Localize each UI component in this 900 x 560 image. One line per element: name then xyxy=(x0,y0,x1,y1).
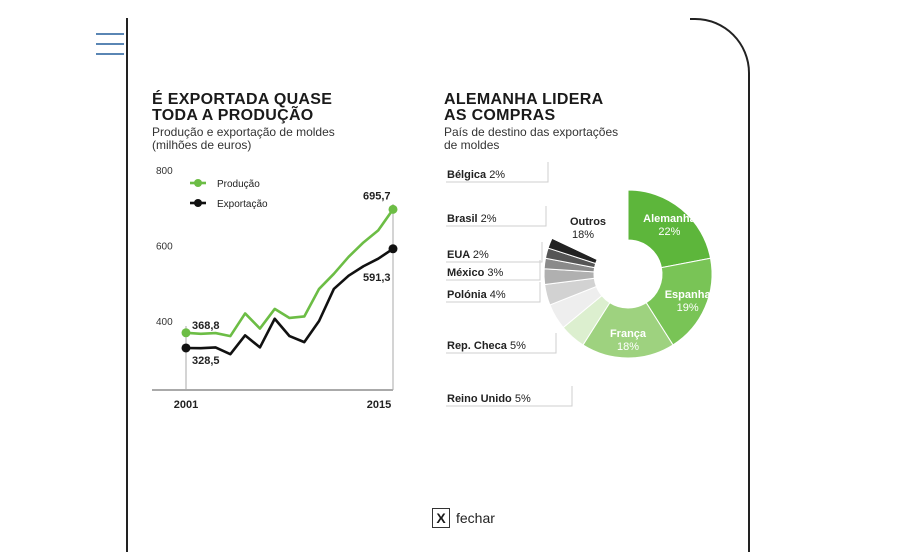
data-point-start xyxy=(181,343,191,353)
series-line-producao xyxy=(185,208,395,338)
left-chart-subtitle-line1: Produção e exportação de moldes xyxy=(152,125,335,139)
right-chart-subtitle: País de destino das exportações de molde… xyxy=(444,126,618,152)
data-label: 695,7 xyxy=(363,190,391,202)
slice-value-label: 18% xyxy=(572,229,594,241)
callout-country: Reino Unido xyxy=(447,393,515,405)
right-chart-subtitle-line1: País de destino das exportações xyxy=(444,125,619,139)
slice-label: França xyxy=(610,328,647,340)
data-point-start xyxy=(181,328,191,338)
callout-label-brasil: Brasil 2% xyxy=(447,213,497,225)
close-button[interactable]: X fechar xyxy=(432,508,495,528)
callout-value: 2% xyxy=(473,249,489,261)
frame-left-border xyxy=(126,18,128,552)
callout-label-belgica: Bélgica 2% xyxy=(447,169,505,181)
callout-country: México xyxy=(447,267,487,279)
slice-label: Espanha xyxy=(665,289,712,301)
left-chart-subtitle-line2: (milhões de euros) xyxy=(152,138,252,152)
left-chart-title-line2: TODA A PRODUÇÃO xyxy=(152,107,314,124)
callout-label-polonia: Polónia 4% xyxy=(447,289,506,301)
callout-country: Brasil xyxy=(447,213,481,225)
slice-value-label: 18% xyxy=(617,341,639,353)
data-point-end xyxy=(388,244,398,254)
callout-line xyxy=(446,386,573,407)
data-point-end xyxy=(388,204,398,214)
close-icon[interactable]: X xyxy=(432,508,450,528)
callout-country: Rep. Checa xyxy=(447,340,510,352)
legend-swatch-dot xyxy=(194,179,202,187)
left-chart-title: É EXPORTADA QUASE TODA A PRODUÇÃO xyxy=(152,92,332,124)
callout-label-mexico: México 3% xyxy=(447,267,503,279)
pie-slice-franca xyxy=(582,302,674,359)
callout-value: 5% xyxy=(510,340,526,352)
x-tick-label: 2015 xyxy=(367,399,391,411)
left-chart-subtitle: Produção e exportação de moldes (milhões… xyxy=(152,126,335,152)
legend-label: Exportação xyxy=(217,199,268,210)
callout-country: Bélgica xyxy=(447,169,489,181)
callout-line xyxy=(446,333,557,354)
callout-country: EUA xyxy=(447,249,473,261)
callout-value: 2% xyxy=(481,213,497,225)
callout-line xyxy=(446,162,549,183)
data-label: 328,5 xyxy=(192,355,220,367)
slice-label: Outros xyxy=(570,216,606,228)
data-label: 591,3 xyxy=(363,272,391,284)
hamburger-icon[interactable] xyxy=(96,33,124,57)
right-chart-subtitle-line2: de moldes xyxy=(444,138,500,152)
callout-line xyxy=(446,206,547,227)
right-chart-title-line2: AS COMPRAS xyxy=(444,107,556,124)
callout-value: 4% xyxy=(490,289,506,301)
callout-label-rep-checa: Rep. Checa 5% xyxy=(447,340,526,352)
callout-line xyxy=(446,242,543,263)
callout-country: Polónia xyxy=(447,289,490,301)
legend-label: Produção xyxy=(217,179,260,190)
close-label[interactable]: fechar xyxy=(456,510,495,526)
right-chart-title-line1: ALEMANHA LIDERA xyxy=(444,91,604,108)
data-label: 368,8 xyxy=(192,320,220,332)
callout-line xyxy=(446,260,541,281)
callout-value: 3% xyxy=(487,267,503,279)
x-tick-label: 2001 xyxy=(174,399,198,411)
callout-label-reino-unido: Reino Unido 5% xyxy=(447,393,531,405)
callout-value: 2% xyxy=(489,169,505,181)
legend-swatch-dot xyxy=(194,199,202,207)
pie-slice-espanha xyxy=(645,257,713,346)
pie-slice-alemanha xyxy=(627,189,712,269)
slice-value-label: 19% xyxy=(677,302,699,314)
y-tick-label: 400 xyxy=(156,317,173,328)
pie-slice-outros xyxy=(551,189,629,261)
slice-value-label: 22% xyxy=(658,226,680,238)
callout-label-eua: EUA 2% xyxy=(447,249,489,261)
y-tick-label: 800 xyxy=(156,166,173,177)
callout-value: 5% xyxy=(515,393,531,405)
slice-label: Alemanha xyxy=(643,213,696,225)
y-tick-label: 600 xyxy=(156,242,173,253)
callout-line xyxy=(446,282,541,303)
right-chart-title: ALEMANHA LIDERA AS COMPRAS xyxy=(444,92,603,124)
left-chart-title-line1: É EXPORTADA QUASE xyxy=(152,91,333,108)
series-line-exportacao xyxy=(185,247,394,356)
